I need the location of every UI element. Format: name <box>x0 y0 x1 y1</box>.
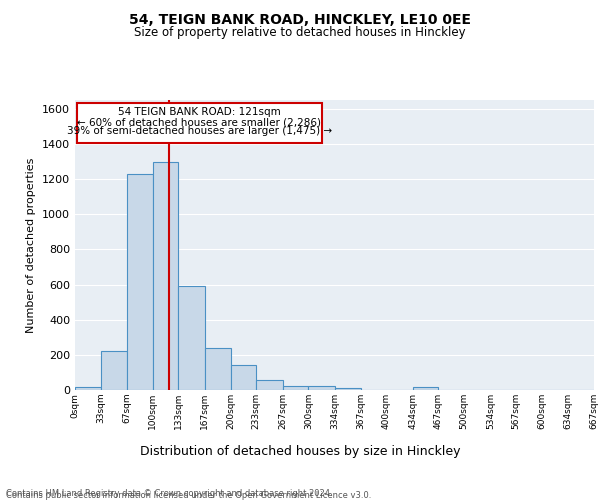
Bar <box>256 380 283 390</box>
Text: 39% of semi-detached houses are larger (1,475) →: 39% of semi-detached houses are larger (… <box>67 126 332 136</box>
Bar <box>101 352 127 390</box>
Text: Distribution of detached houses by size in Hinckley: Distribution of detached houses by size … <box>140 444 460 458</box>
Text: Contains HM Land Registry data © Crown copyright and database right 2024.: Contains HM Land Registry data © Crown c… <box>6 488 332 498</box>
Bar <box>127 174 153 390</box>
Y-axis label: Number of detached properties: Number of detached properties <box>26 158 37 332</box>
Bar <box>413 387 439 390</box>
Text: Size of property relative to detached houses in Hinckley: Size of property relative to detached ho… <box>134 26 466 39</box>
Text: Contains public sector information licensed under the Open Government Licence v3: Contains public sector information licen… <box>6 491 371 500</box>
Bar <box>75 388 101 390</box>
Text: ← 60% of detached houses are smaller (2,286): ← 60% of detached houses are smaller (2,… <box>77 117 322 127</box>
FancyBboxPatch shape <box>77 103 322 143</box>
Bar <box>153 162 178 390</box>
Bar <box>178 286 205 390</box>
Bar <box>205 348 230 390</box>
Text: 54 TEIGN BANK ROAD: 121sqm: 54 TEIGN BANK ROAD: 121sqm <box>118 106 281 117</box>
Bar <box>283 386 308 390</box>
Bar <box>230 366 256 390</box>
Bar <box>308 386 335 390</box>
Text: 54, TEIGN BANK ROAD, HINCKLEY, LE10 0EE: 54, TEIGN BANK ROAD, HINCKLEY, LE10 0EE <box>129 12 471 26</box>
Bar <box>335 388 361 390</box>
